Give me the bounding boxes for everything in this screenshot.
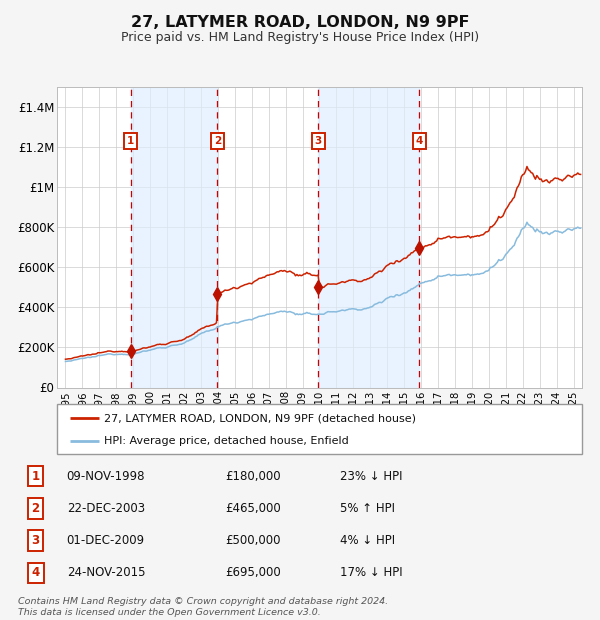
FancyBboxPatch shape [57,404,582,454]
Text: £500,000: £500,000 [225,534,281,547]
Text: 22-DEC-2003: 22-DEC-2003 [67,502,145,515]
Text: 4: 4 [31,567,40,579]
Text: 27, LATYMER ROAD, LONDON, N9 9PF: 27, LATYMER ROAD, LONDON, N9 9PF [131,15,469,30]
Text: Price paid vs. HM Land Registry's House Price Index (HPI): Price paid vs. HM Land Registry's House … [121,31,479,43]
Text: £180,000: £180,000 [225,470,281,482]
Text: 24-NOV-2015: 24-NOV-2015 [67,567,145,579]
Text: 1: 1 [127,136,134,146]
Text: 01-DEC-2009: 01-DEC-2009 [67,534,145,547]
Text: 09-NOV-1998: 09-NOV-1998 [67,470,145,482]
Text: £465,000: £465,000 [225,502,281,515]
Text: 4% ↓ HPI: 4% ↓ HPI [340,534,395,547]
Text: 4: 4 [416,136,423,146]
Text: Contains HM Land Registry data © Crown copyright and database right 2024.
This d: Contains HM Land Registry data © Crown c… [18,598,388,617]
Text: 2: 2 [32,502,40,515]
Text: 27, LATYMER ROAD, LONDON, N9 9PF (detached house): 27, LATYMER ROAD, LONDON, N9 9PF (detach… [104,413,416,423]
Text: 2: 2 [214,136,221,146]
Text: 1: 1 [32,470,40,482]
Text: 3: 3 [314,136,322,146]
Text: HPI: Average price, detached house, Enfield: HPI: Average price, detached house, Enfi… [104,436,349,446]
Bar [318,87,419,388]
Text: 5% ↑ HPI: 5% ↑ HPI [340,502,395,515]
Text: 3: 3 [32,534,40,547]
Text: 17% ↓ HPI: 17% ↓ HPI [340,567,403,579]
Text: £695,000: £695,000 [225,567,281,579]
Text: 23% ↓ HPI: 23% ↓ HPI [340,470,403,482]
Bar [131,87,217,388]
